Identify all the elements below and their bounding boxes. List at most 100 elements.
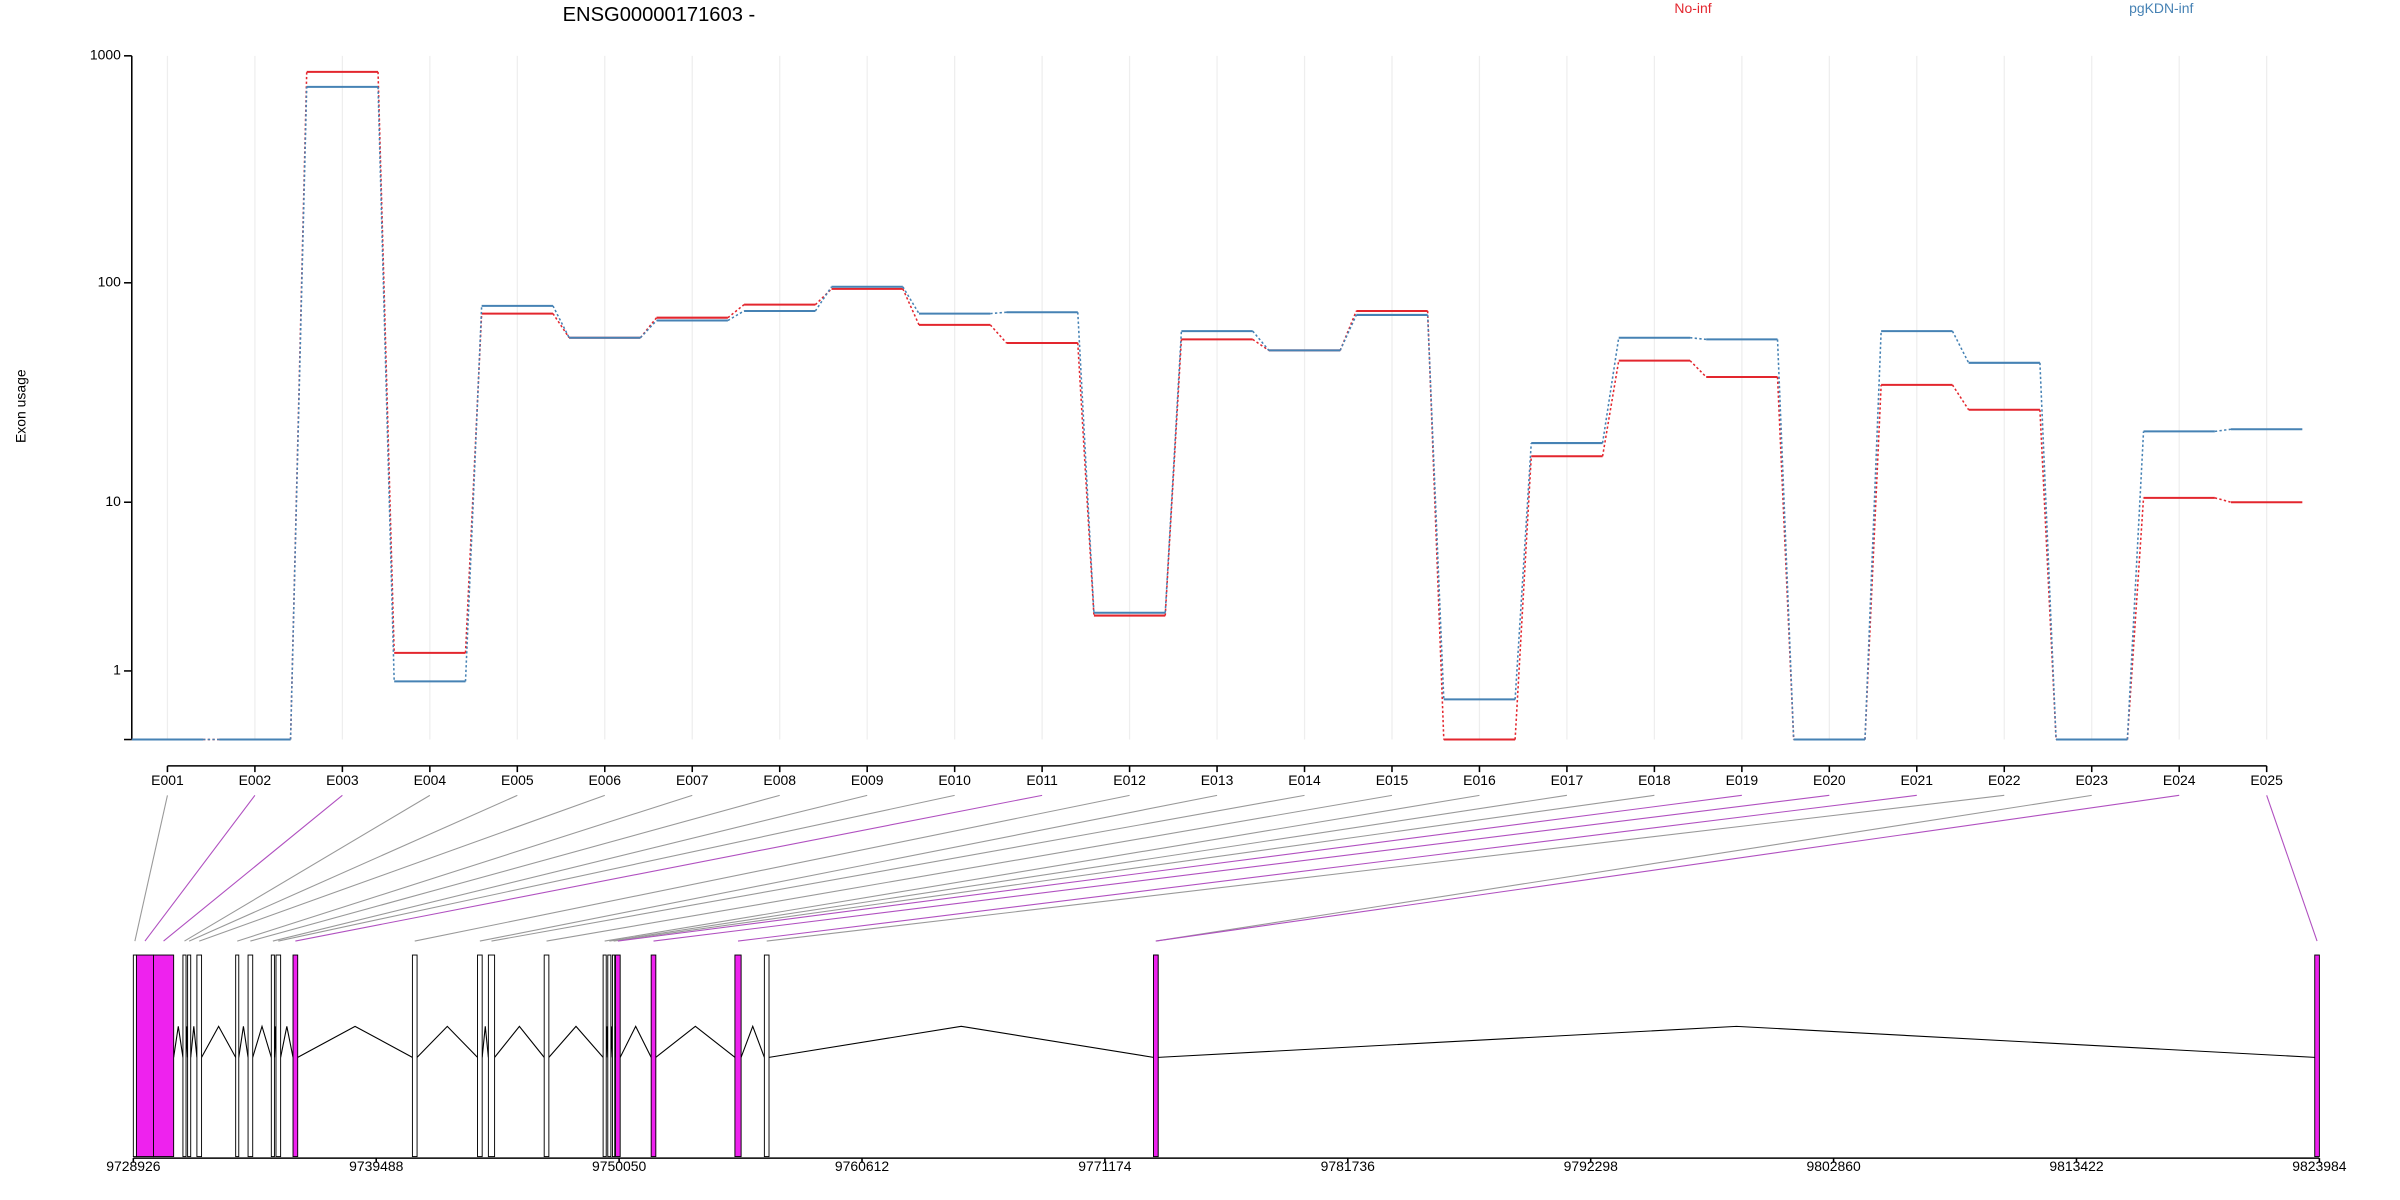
x-tick-label: E023 <box>2075 772 2108 788</box>
connector <box>1864 331 1882 740</box>
x-tick-label: 9781736 <box>1321 1158 1376 1174</box>
exon <box>153 954 175 1158</box>
intron <box>548 1025 604 1058</box>
exon-link <box>414 794 1130 942</box>
x-tick-label: E012 <box>1113 772 1146 788</box>
exon-link <box>613 794 1655 942</box>
exon-link <box>184 794 431 942</box>
exon-link <box>491 794 1305 942</box>
connector <box>1252 330 1270 351</box>
intron <box>201 1025 237 1058</box>
exon-link <box>237 794 693 942</box>
exon-link <box>278 794 955 942</box>
connector <box>639 319 658 339</box>
exon-link <box>766 794 2005 942</box>
connector <box>1601 337 1620 444</box>
intron <box>173 1026 184 1058</box>
x-tick-label: E010 <box>938 772 971 788</box>
chart-title: ENSG00000171603 - <box>563 4 756 26</box>
exon <box>292 954 299 1158</box>
x-tick-label: 9739488 <box>349 1158 404 1174</box>
connector <box>2039 362 2057 740</box>
intron <box>494 1025 545 1058</box>
y-tick-label: 1 <box>113 662 121 678</box>
exon-link <box>134 795 168 942</box>
connector <box>1514 443 1533 700</box>
exon <box>602 954 607 1158</box>
x-tick-label: E006 <box>588 772 621 788</box>
exon-link <box>609 794 1568 942</box>
connector <box>2126 497 2145 740</box>
exon-link <box>272 794 868 942</box>
x-tick-label: 9760612 <box>835 1158 890 1174</box>
x-tick-label: E014 <box>1288 772 1321 788</box>
connector <box>1426 314 1445 700</box>
exon-link <box>653 794 1830 942</box>
connector <box>2126 431 2145 740</box>
exon-link <box>295 794 1043 942</box>
x-tick-label: E005 <box>501 772 534 788</box>
connector <box>1252 338 1270 352</box>
intron <box>280 1026 294 1058</box>
exon <box>196 954 203 1158</box>
x-tick-label: E015 <box>1376 772 1409 788</box>
exon <box>1153 954 1159 1158</box>
exon <box>132 954 137 1158</box>
connector <box>727 310 745 322</box>
exon <box>763 954 770 1158</box>
exon <box>2314 954 2320 1158</box>
x-tick-label: 9792298 <box>1564 1158 1619 1174</box>
x-tick-label: 9813422 <box>2049 1158 2104 1174</box>
exon <box>235 954 240 1158</box>
y-tick-label: 1000 <box>90 47 121 63</box>
exon <box>247 954 254 1158</box>
exon-link <box>250 794 780 942</box>
connector <box>1689 360 1707 378</box>
y-tick-label: 100 <box>98 273 122 289</box>
exon <box>187 954 192 1158</box>
intron <box>655 1025 736 1058</box>
exon <box>543 954 550 1158</box>
connector <box>1514 456 1533 740</box>
exon <box>615 954 621 1158</box>
x-tick-label: 9823984 <box>2292 1158 2347 1174</box>
x-tick-label: E009 <box>851 772 884 788</box>
x-tick-label: E020 <box>1813 772 1846 788</box>
x-tick-label: E013 <box>1201 772 1234 788</box>
legend-entry: No-inf <box>1674 0 1711 16</box>
intron <box>416 1025 478 1058</box>
exon <box>275 954 282 1158</box>
connector <box>990 311 1007 315</box>
exon-link <box>546 794 1393 942</box>
exon <box>611 954 616 1158</box>
connector <box>1339 314 1358 351</box>
connector <box>1951 384 1970 411</box>
connector <box>377 86 395 682</box>
intron <box>740 1024 765 1058</box>
connector <box>989 324 1008 344</box>
connector <box>1601 360 1620 457</box>
x-tick-label: 9802860 <box>1806 1158 1861 1174</box>
exon <box>477 954 483 1158</box>
x-tick-label: E008 <box>763 772 796 788</box>
connector <box>2214 497 2232 503</box>
connector <box>552 305 570 339</box>
connector <box>464 305 483 682</box>
connector <box>464 313 483 653</box>
x-tick-label: E007 <box>676 772 709 788</box>
exon <box>411 954 418 1158</box>
intron <box>297 1025 413 1058</box>
connector <box>814 286 833 312</box>
legend-entry: pgKDN-inf <box>2129 0 2193 16</box>
x-tick-label: E021 <box>1901 772 1934 788</box>
exon-link <box>737 794 1917 942</box>
connector <box>902 288 920 326</box>
connector <box>1077 312 1095 613</box>
connector <box>1077 342 1095 616</box>
intron <box>252 1024 272 1058</box>
x-tick-label: E016 <box>1463 772 1496 788</box>
x-tick-label: 9750050 <box>592 1158 647 1174</box>
x-tick-label: E011 <box>1026 772 1058 788</box>
